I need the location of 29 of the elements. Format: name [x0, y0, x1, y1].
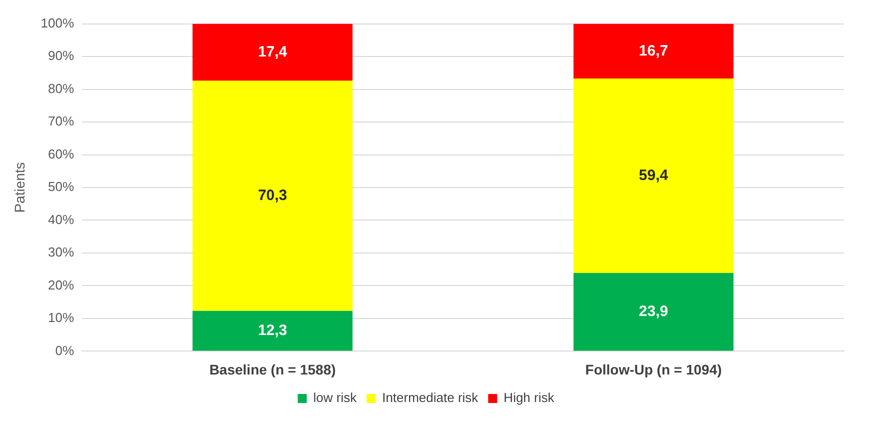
data-label: 17,4: [258, 43, 288, 60]
data-label: 70,3: [258, 186, 288, 204]
x-tick-label: Baseline (n = 1588): [209, 361, 336, 378]
bar: [192, 310, 353, 351]
y-tick-label: 40%: [48, 212, 74, 227]
legend-label: low risk: [313, 390, 358, 406]
legend-label: High risk: [504, 390, 555, 406]
y-tick-label: 30%: [48, 244, 74, 260]
legend-label: Intermediate risk: [382, 390, 479, 406]
y-tick-label: 90%: [48, 48, 74, 64]
data-label: 59,4: [638, 166, 669, 184]
data-label: 16,7: [638, 42, 668, 60]
y-tick-label: 10%: [48, 310, 74, 326]
y-tick-label: 50%: [48, 179, 74, 194]
y-tick-label: 100%: [40, 15, 74, 30]
x-tick-label: Follow-Up (n = 1094): [585, 361, 722, 378]
y-axis-title: Patients: [11, 162, 28, 213]
y-tick-label: 60%: [48, 146, 74, 162]
y-tick-label: 70%: [48, 114, 74, 129]
bar: [574, 24, 734, 78]
y-tick-label: 0%: [55, 342, 74, 358]
bar: [192, 24, 353, 81]
y-tick-label: 80%: [48, 80, 74, 96]
data-label: 23,9: [638, 302, 668, 320]
bar: [574, 272, 734, 351]
y-tick-label: 20%: [48, 277, 74, 292]
bar: [574, 78, 734, 273]
bar: [192, 80, 353, 311]
data-label: 12,3: [258, 322, 288, 339]
